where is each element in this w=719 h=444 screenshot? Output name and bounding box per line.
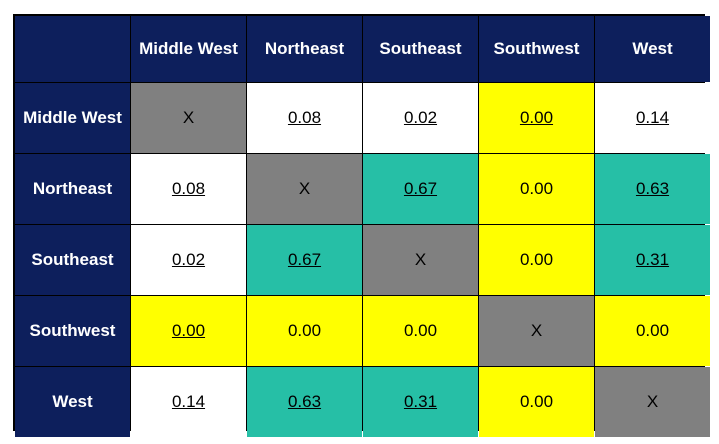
matrix-cell: 0.00 [479,367,594,437]
matrix-cell: 0.02 [363,83,478,153]
matrix-cell: 0.31 [363,367,478,437]
corner-cell [15,16,130,82]
col-header: Northeast [247,16,362,82]
matrix-cell: 0.02 [131,225,246,295]
matrix-cell: 0.00 [479,83,594,153]
matrix-cell: X [247,154,362,224]
matrix-cell: X [595,367,710,437]
matrix-cell: 0.00 [247,296,362,366]
matrix-cell: 0.63 [247,367,362,437]
matrix-cell: 0.63 [595,154,710,224]
col-header: West [595,16,710,82]
matrix-cell: 0.00 [595,296,710,366]
matrix-cell: 0.08 [247,83,362,153]
matrix-cell: 0.14 [131,367,246,437]
col-header: Middle West [131,16,246,82]
matrix-cell: 0.00 [479,225,594,295]
matrix-cell: 0.31 [595,225,710,295]
col-header: Southwest [479,16,594,82]
row-header: West [15,367,130,437]
matrix-cell: 0.00 [131,296,246,366]
row-header: Middle West [15,83,130,153]
matrix-cell: 0.67 [363,154,478,224]
matrix-cell: X [363,225,478,295]
row-header: Northeast [15,154,130,224]
matrix-cell: X [479,296,594,366]
row-header: Southwest [15,296,130,366]
matrix-cell: 0.67 [247,225,362,295]
matrix-cell: 0.08 [131,154,246,224]
matrix-cell: X [131,83,246,153]
matrix-cell: 0.00 [363,296,478,366]
correlation-matrix: Middle West Northeast Southeast Southwes… [13,14,710,437]
matrix-cell: 0.00 [479,154,594,224]
row-header: Southeast [15,225,130,295]
matrix-cell: 0.14 [595,83,710,153]
col-header: Southeast [363,16,478,82]
